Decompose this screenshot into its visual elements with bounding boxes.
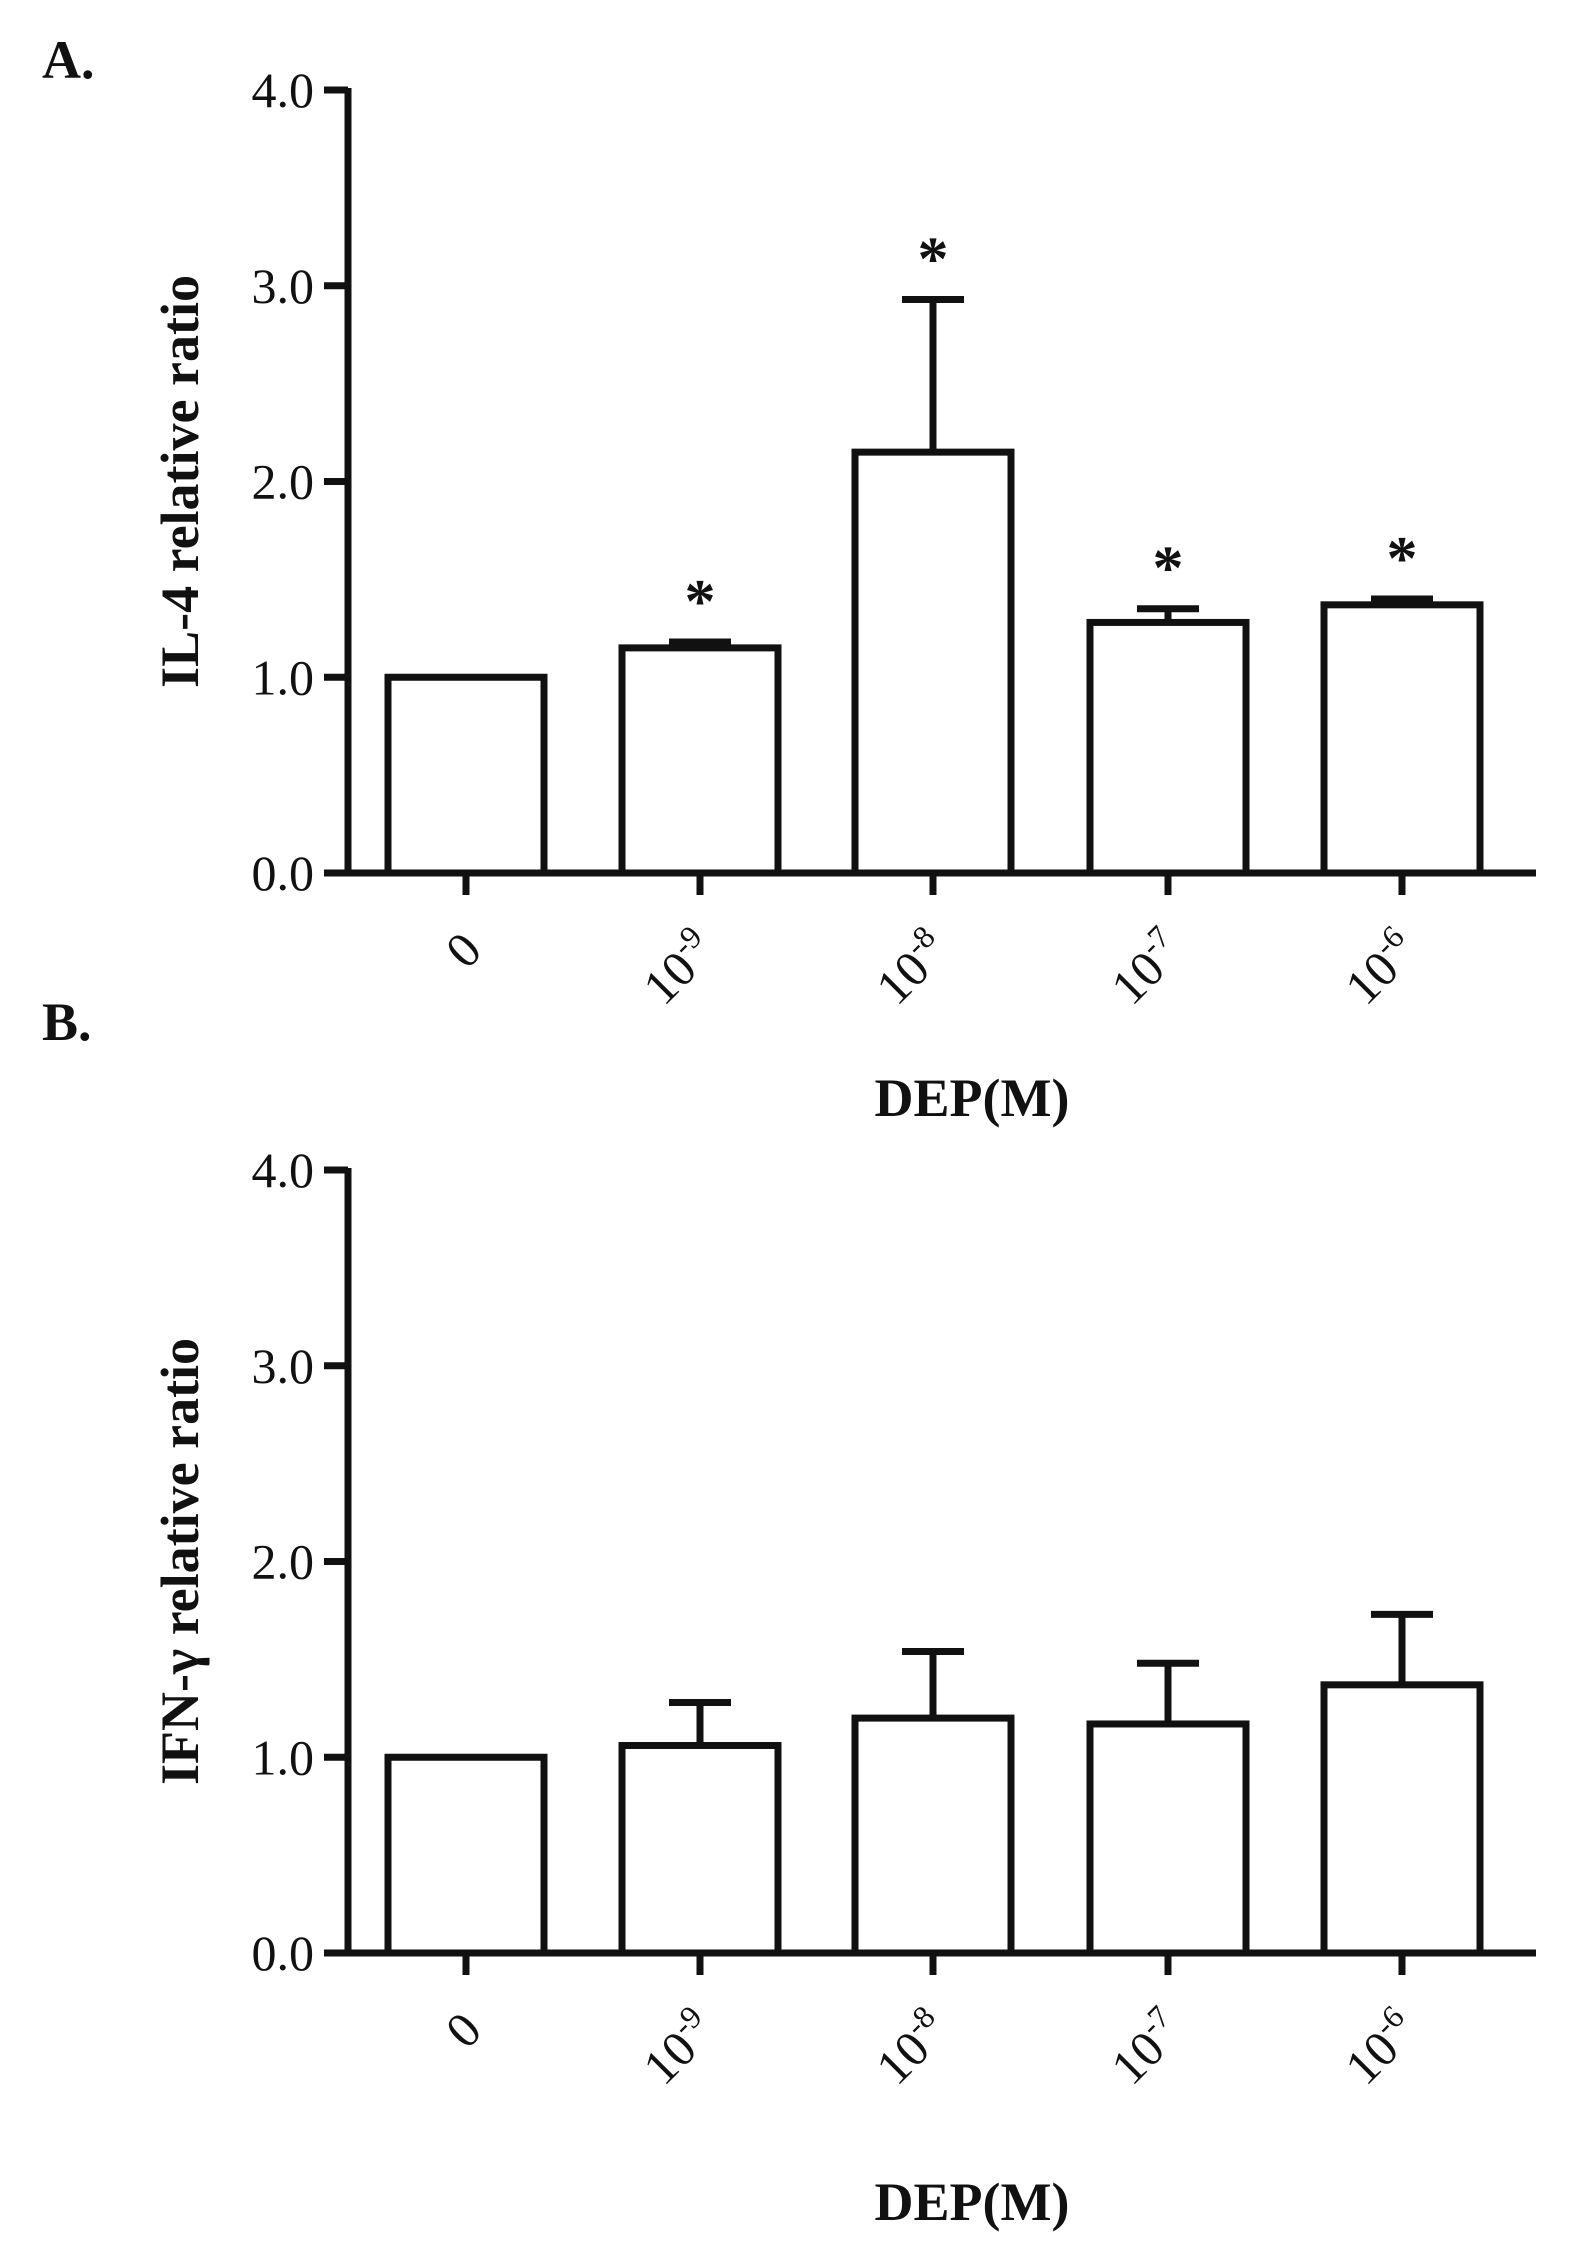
x-tick-label: 10-8: [862, 1998, 959, 2095]
y-tick-label: 1.0: [252, 1729, 315, 1785]
significance-marker: *: [1387, 525, 1418, 593]
panel-label: A.: [42, 30, 95, 90]
x-tick-label: 10-9: [629, 1998, 726, 2095]
bar: [384, 673, 548, 877]
x-tick-label: 10-7: [1097, 1998, 1194, 2095]
x-tick-label: 10-6: [1331, 918, 1428, 1015]
bar: [618, 644, 782, 877]
y-tick-label: 3.0: [252, 258, 315, 314]
x-tick-label: 10-6: [1331, 1998, 1428, 2095]
bar: [618, 1742, 782, 1957]
y-tick-label: 2.0: [252, 1534, 315, 1590]
bar: [1086, 618, 1250, 877]
y-tick-label: 4.0: [252, 1142, 315, 1198]
chart-panel-a: A. 0.0 1.0 2.0 3.0 4.0 IL-4 relative ratio 0 * 10…: [42, 30, 1536, 1128]
bar: [1320, 1681, 1484, 1957]
bar: [851, 1714, 1015, 1957]
panel-label: B.: [42, 992, 92, 1052]
y-tick-label: 0.0: [252, 845, 315, 901]
y-axis-title: IL-4 relative ratio: [150, 275, 210, 688]
significance-marker: *: [1153, 535, 1184, 603]
bar: [851, 448, 1015, 877]
x-tick-label: 10-9: [629, 918, 726, 1015]
y-axis-title: IFN-γ relative ratio: [150, 1338, 210, 1785]
x-tick-label: 10-8: [862, 918, 959, 1015]
significance-marker: *: [685, 568, 716, 636]
y-tick-label: 4.0: [252, 62, 315, 118]
y-tick-label: 1.0: [252, 649, 315, 705]
x-axis-title: DEP(M): [875, 2172, 1070, 2232]
y-tick-label: 2.0: [252, 454, 315, 510]
bar: [384, 1753, 548, 1957]
x-axis-title: DEP(M): [875, 1068, 1070, 1128]
chart-panel-b: B. 0.0 1.0 2.0 3.0 4.0 IFN-γ relative ratio 0 10…: [42, 992, 1536, 2232]
bar: [1320, 601, 1484, 877]
x-tick-label: 0: [435, 2001, 492, 2058]
bar: [1086, 1720, 1250, 1957]
x-tick-label: 0: [435, 921, 492, 978]
x-tick-label: 10-7: [1097, 918, 1194, 1015]
significance-marker: *: [918, 225, 949, 293]
y-tick-label: 3.0: [252, 1338, 315, 1394]
y-tick-label: 0.0: [252, 1925, 315, 1981]
